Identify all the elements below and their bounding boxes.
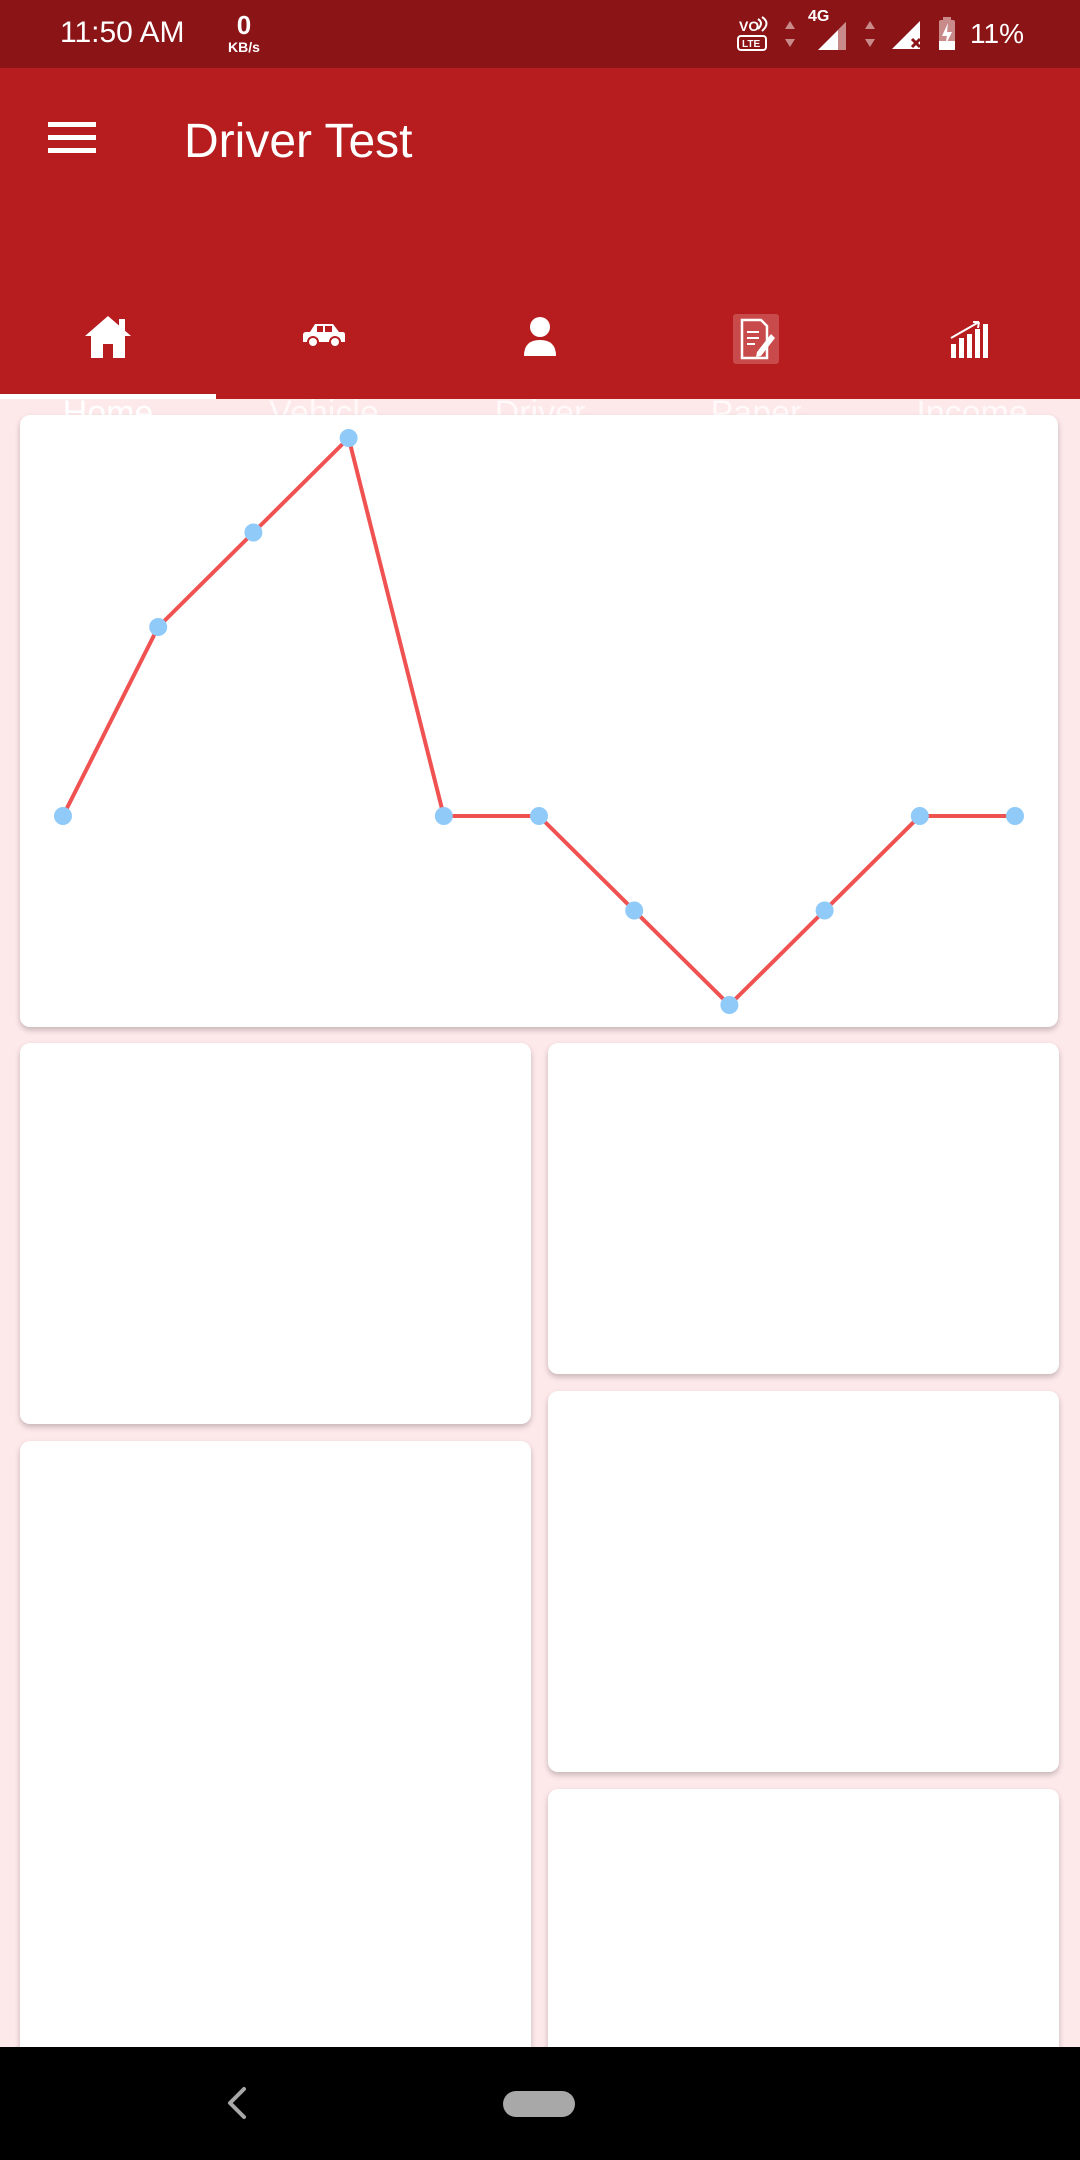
data-point-10[interactable] <box>910 807 929 825</box>
menu-button[interactable] <box>40 114 104 162</box>
tab-home[interactable]: Home <box>0 238 216 432</box>
tab-paper[interactable]: Paper <box>648 238 864 432</box>
status-icons: VO LTE 4G <box>736 8 1024 54</box>
data-arrows-icon <box>784 19 796 49</box>
tab-bar: Home Vehicle Driver <box>0 68 1080 432</box>
network-speed-unit: KB/s <box>228 39 260 55</box>
car-icon <box>303 324 345 348</box>
signal-4g-icon: 4G <box>808 8 850 52</box>
svg-text:VO: VO <box>739 18 759 34</box>
line-chart-card <box>20 415 1058 1027</box>
data-point-7[interactable] <box>625 901 644 920</box>
dashboard-card-right-1[interactable] <box>548 1043 1059 1374</box>
tab-vehicle[interactable]: Vehicle <box>216 238 432 432</box>
data-point-1[interactable] <box>54 807 72 825</box>
dashboard-card-right-3[interactable] <box>548 1789 1059 2089</box>
data-arrows-icon-2 <box>864 19 876 49</box>
app-title: Driver Test <box>184 115 413 168</box>
battery-charging-icon <box>938 17 956 51</box>
data-point-9[interactable] <box>815 901 834 920</box>
home-icon <box>85 316 131 358</box>
active-tab-indicator <box>0 394 216 399</box>
volte-icon: VO LTE <box>736 15 770 53</box>
data-point-5[interactable] <box>434 807 453 825</box>
tab-driver[interactable]: Driver <box>432 238 648 432</box>
back-icon[interactable] <box>218 2083 258 2123</box>
data-point-2[interactable] <box>149 618 168 636</box>
data-point-11[interactable] <box>1006 807 1024 825</box>
svg-text:LTE: LTE <box>742 39 760 50</box>
dashboard-card-right-2[interactable] <box>548 1391 1059 1772</box>
network-speed-value: 0 <box>236 10 252 40</box>
document-edit-icon <box>733 314 779 364</box>
data-point-6[interactable] <box>530 807 548 825</box>
line-chart <box>54 429 1024 1014</box>
hamburger-menu-icon <box>48 122 96 153</box>
app-bar: Driver Test Home Vehicle <box>0 68 1080 432</box>
home-pill-button[interactable] <box>503 2091 575 2117</box>
network-speed: 0 KB/s <box>222 12 266 54</box>
system-navigation-bar <box>0 2047 1080 2160</box>
status-time: 11:50 AM <box>60 16 185 49</box>
dashboard-card-left-1[interactable] <box>20 1043 531 1424</box>
data-point-8[interactable] <box>720 996 739 1014</box>
network-type: 4G <box>808 8 830 25</box>
tab-income[interactable]: Income <box>864 238 1080 432</box>
signal-no-service-icon <box>890 17 924 51</box>
battery-percent: 11% <box>970 18 1024 49</box>
data-point-4[interactable] <box>339 429 358 447</box>
data-point-3[interactable] <box>244 523 263 542</box>
person-icon <box>524 317 556 356</box>
dashboard-card-left-2[interactable] <box>20 1441 531 2081</box>
bar-chart-icon <box>950 321 988 358</box>
series-line <box>61 436 1015 1007</box>
status-bar: 11:50 AM 0 KB/s VO LTE 4G <box>0 0 1080 68</box>
